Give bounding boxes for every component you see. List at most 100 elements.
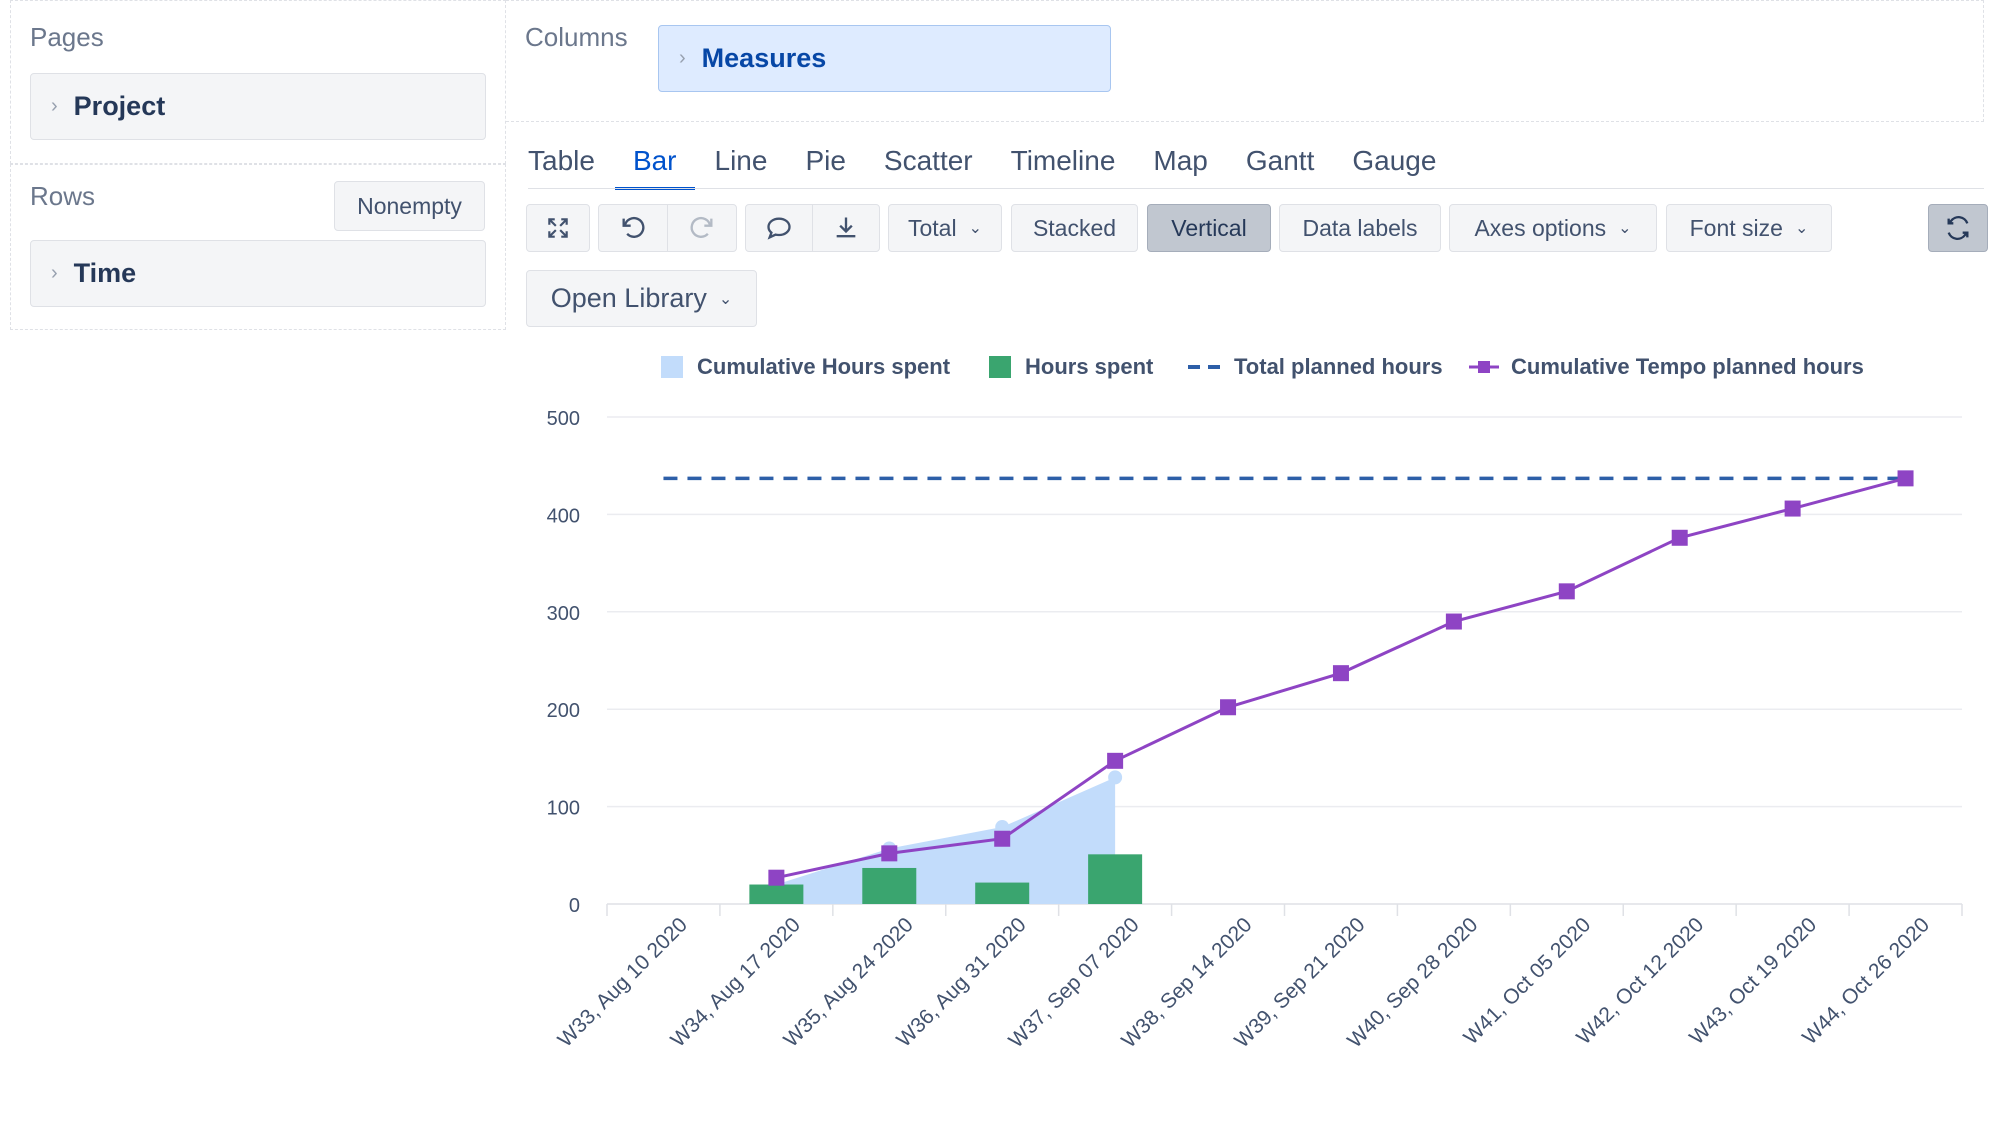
y-tick-label: 0	[569, 895, 580, 917]
y-tick-label: 100	[547, 798, 580, 820]
x-tick-label: W38, Sep 14 2020	[1117, 913, 1256, 1052]
x-tick-label: W34, Aug 17 2020	[666, 913, 804, 1051]
tab-line[interactable]: Line	[714, 145, 768, 176]
legend-label: Cumulative Hours spent	[697, 354, 951, 379]
chevron-right-icon: ›	[51, 262, 58, 284]
tab-scatter[interactable]: Scatter	[883, 145, 973, 176]
axes-options-dropdown[interactable]: Axes options ⌄	[1449, 204, 1657, 252]
legend-label: Hours spent	[1025, 354, 1154, 379]
bar-hours-spent	[975, 882, 1030, 904]
columns-measures-item[interactable]: › Measures	[658, 25, 1111, 92]
open-library-label: Open Library	[550, 283, 707, 313]
axes-options-label: Axes options	[1474, 214, 1607, 241]
rows-panel	[10, 164, 506, 330]
refresh-button[interactable]	[1928, 204, 1988, 252]
legend-cumulative-tempo[interactable]: Cumulative Tempo planned hours	[1469, 354, 1864, 380]
x-tick-label: W33, Aug 10 2020	[554, 913, 692, 1051]
y-tick-label: 400	[547, 505, 580, 527]
y-tick-label: 500	[547, 408, 580, 430]
legend-cumulative-hours-spent[interactable]: Cumulative Hours spent	[661, 354, 950, 380]
legend-swatch-bar	[989, 356, 1011, 378]
legend-swatch-line	[1469, 361, 1499, 373]
pages-panel	[10, 0, 506, 164]
pages-project-item[interactable]: › Project	[30, 73, 486, 140]
export-button[interactable]	[812, 204, 880, 252]
line-cumulative-tempo	[776, 476, 1906, 880]
total-dropdown[interactable]: Total ⌄	[888, 204, 1002, 252]
area-point	[882, 841, 897, 856]
rows-title: Rows	[30, 181, 96, 211]
tabs-divider	[528, 188, 1984, 189]
x-tick-label: W41, Oct 05 2020	[1459, 913, 1595, 1049]
nonempty-button[interactable]: Nonempty	[334, 181, 485, 231]
bar-hours-spent	[1088, 854, 1143, 904]
tab-gantt[interactable]: Gantt	[1245, 145, 1315, 176]
undo-button[interactable]	[598, 204, 668, 252]
point-cumulative-tempo	[1784, 500, 1801, 517]
pages-title: Pages	[30, 22, 104, 52]
columns-panel	[506, 0, 1984, 122]
point-cumulative-tempo	[1220, 699, 1237, 716]
legend-swatch-dash	[1188, 365, 1222, 369]
redo-button[interactable]	[667, 204, 737, 252]
point-cumulative-tempo	[1332, 665, 1349, 682]
chart-type-tabs: Table Bar Line Pie Scatter Timeline Map …	[528, 136, 1474, 190]
x-tick-label: W43, Oct 19 2020	[1685, 913, 1821, 1049]
bar-hours-spent	[862, 867, 917, 904]
point-cumulative-tempo	[1107, 752, 1124, 769]
download-icon	[836, 217, 856, 238]
legend-hours-spent[interactable]: Hours spent	[989, 354, 1153, 380]
legend-swatch-area	[661, 356, 683, 378]
point-cumulative-tempo	[1445, 613, 1462, 630]
point-cumulative-tempo	[881, 845, 898, 862]
columns-item-label: Measures	[701, 43, 827, 73]
legend-label: Total planned hours	[1234, 354, 1443, 379]
chevron-down-icon: ⌄	[1794, 220, 1809, 237]
area-point	[995, 820, 1010, 835]
chevron-down-icon: ⌄	[1618, 220, 1632, 237]
x-tick-label: W42, Oct 12 2020	[1572, 913, 1708, 1049]
open-library-dropdown[interactable]: Open Library ⌄	[526, 270, 757, 327]
chevron-down-icon: ⌄	[968, 220, 982, 237]
comment-icon	[767, 217, 791, 240]
redo-icon	[690, 216, 713, 238]
tab-timeline[interactable]: Timeline	[1010, 145, 1116, 176]
bar-hours-spent	[749, 884, 804, 904]
tab-gauge[interactable]: Gauge	[1352, 145, 1437, 176]
tab-table[interactable]: Table	[528, 145, 595, 176]
comment-button[interactable]	[745, 204, 813, 252]
y-tick-label: 200	[547, 700, 580, 722]
x-tick-label: W35, Aug 24 2020	[779, 913, 917, 1051]
x-tick-label: W39, Sep 21 2020	[1230, 913, 1369, 1052]
tab-pie[interactable]: Pie	[805, 145, 846, 176]
point-cumulative-tempo	[994, 830, 1011, 847]
legend-label: Cumulative Tempo planned hours	[1511, 354, 1864, 379]
chevron-right-icon: ›	[51, 95, 58, 117]
data-labels-button[interactable]: Data labels	[1279, 204, 1441, 252]
columns-title: Columns	[525, 22, 628, 52]
area-point	[1108, 770, 1123, 785]
area-cumulative-hours-spent	[776, 777, 1116, 904]
rows-time-item[interactable]: › Time	[30, 240, 486, 307]
tab-bar[interactable]: Bar	[614, 136, 695, 190]
total-label: Total	[908, 214, 957, 241]
font-size-dropdown[interactable]: Font size ⌄	[1666, 204, 1832, 252]
stacked-button[interactable]: Stacked	[1011, 204, 1138, 252]
point-cumulative-tempo	[1671, 529, 1688, 546]
point-cumulative-tempo	[768, 869, 785, 886]
undo-icon	[622, 216, 645, 238]
refresh-icon	[1947, 216, 1969, 240]
chevron-right-icon: ›	[679, 47, 686, 69]
area-point	[769, 877, 784, 892]
point-cumulative-tempo	[1558, 583, 1575, 600]
vertical-button[interactable]: Vertical	[1147, 204, 1271, 252]
rows-item-label: Time	[73, 258, 137, 288]
y-tick-label: 300	[547, 603, 580, 625]
legend-total-planned-hours[interactable]: Total planned hours	[1188, 354, 1443, 380]
x-tick-label: W37, Sep 07 2020	[1004, 913, 1143, 1052]
fullscreen-button[interactable]	[526, 204, 590, 252]
font-size-label: Font size	[1689, 214, 1783, 241]
x-tick-label: W36, Aug 31 2020	[892, 913, 1030, 1051]
tab-map[interactable]: Map	[1153, 145, 1208, 176]
x-tick-label: W40, Sep 28 2020	[1343, 913, 1482, 1052]
